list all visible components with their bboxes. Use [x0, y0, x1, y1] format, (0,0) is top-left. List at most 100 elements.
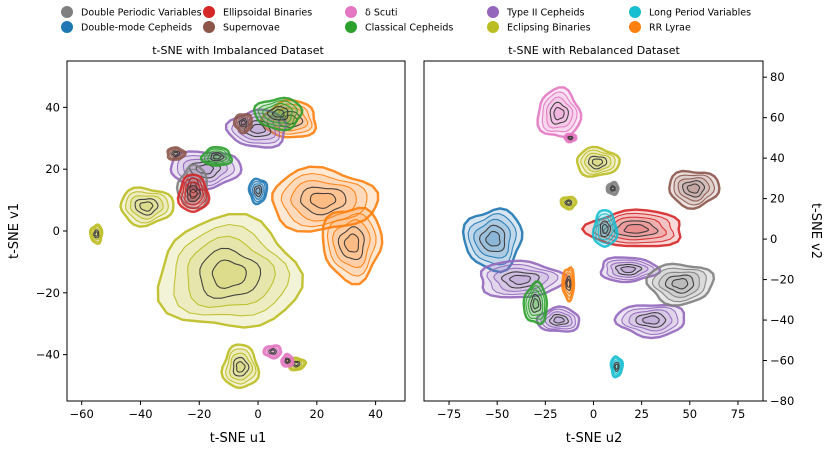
kde-contour-level	[213, 153, 222, 160]
kde-contour-level	[532, 297, 540, 310]
right-plot-area	[461, 86, 721, 379]
kde-cluster	[247, 177, 269, 206]
kde-cluster	[563, 132, 578, 144]
kde-contour-level	[610, 186, 615, 191]
kde-contour-level	[509, 274, 531, 285]
left-panel: t-SNE with Imbalanced Dataset −60 −40 −20 0…	[7, 44, 406, 446]
legend-label: Ellipsoidal Binaries	[223, 8, 312, 19]
kde-cluster	[252, 96, 304, 132]
kde-contour-level	[293, 361, 299, 367]
legend-label: Type II Cepheids	[506, 8, 585, 19]
kde-contour-level	[129, 195, 164, 220]
legend-label: RR Lyrae	[649, 23, 691, 34]
legend-label: Classical Cepheids	[365, 23, 453, 34]
legend-item: Supernovae	[203, 21, 280, 34]
kde-contour-level	[309, 192, 337, 209]
legend-label: Long Period Variables	[649, 8, 751, 19]
kde-cluster	[522, 280, 549, 326]
legend-label: Supernovae	[223, 23, 280, 34]
series--scuti	[536, 86, 583, 144]
right-panel-title: t-SNE with Rebalanced Dataset	[508, 44, 680, 57]
kde-cluster	[280, 352, 295, 368]
kde-contour-level	[614, 363, 619, 370]
y-tick-label: −20	[36, 286, 60, 300]
legend-label: Double-mode Cepheids	[81, 23, 192, 34]
kde-contour-level	[172, 151, 179, 156]
legend-marker	[61, 6, 73, 18]
kde-contour-level	[549, 313, 569, 326]
left-y-axis-label: t-SNE v1	[7, 203, 22, 259]
legend-item: Long Period Variables	[629, 6, 751, 19]
kde-contour-level	[565, 200, 571, 205]
legend-marker	[203, 6, 215, 18]
kde-cluster	[176, 173, 211, 214]
kde-contour-level	[620, 266, 637, 274]
y-tick-label: 20	[45, 162, 60, 176]
legend-marker	[487, 21, 499, 33]
legend-item: RR Lyrae	[629, 21, 691, 34]
y-tick-label: 20	[770, 192, 785, 206]
series--scuti	[262, 344, 295, 368]
kde-contour-level	[326, 212, 377, 277]
legend-item: Eclipsing Binaries	[487, 21, 591, 34]
x-tick-label: 75	[731, 407, 746, 421]
kde-contour-level	[235, 361, 246, 373]
kde-contour-level	[255, 187, 261, 195]
kde-contour-level	[139, 201, 154, 212]
kde-cluster	[479, 259, 570, 299]
kde-contour-level	[500, 271, 540, 289]
right-panel: t-SNE with Rebalanced Dataset −75 −50 −25 0…	[423, 44, 823, 446]
legend-marker	[487, 6, 499, 18]
legend-marker	[629, 6, 641, 18]
kde-contour-level	[94, 231, 99, 237]
legend-marker	[629, 21, 641, 33]
y-tick-label: −60	[770, 354, 794, 368]
x-tick-label: −25	[533, 407, 557, 421]
left-panel-title: t-SNE with Imbalanced Dataset	[152, 44, 324, 57]
x-tick-label: 50	[682, 407, 697, 421]
legend-item: δ Scuti	[345, 6, 397, 19]
y-tick-label: −40	[36, 348, 60, 362]
kde-contour-level	[549, 101, 569, 125]
series-double-mode-cepheids	[461, 207, 524, 274]
kde-contour-level	[601, 223, 609, 234]
kde-contour-level	[485, 230, 501, 247]
kde-contour-level	[635, 312, 667, 328]
kde-contour-level	[211, 259, 247, 289]
kde-contour-level	[199, 247, 262, 299]
y-tick-label: 60	[770, 111, 785, 125]
legend-item: Double-mode Cepheids	[61, 21, 192, 34]
y-tick-label: −80	[770, 394, 794, 408]
x-tick-label: −60	[70, 407, 94, 421]
legend-item: Ellipsoidal Binaries	[203, 6, 312, 19]
kde-contour-level	[553, 316, 565, 324]
kde-cluster	[88, 223, 104, 246]
y-tick-label: 0	[770, 232, 777, 246]
left-axis-ticks: −60 −40 −20 0 20 40 −40 −20 0 20 40	[36, 100, 383, 421]
kde-contour-level	[623, 223, 650, 234]
y-tick-label: 40	[45, 100, 60, 114]
kde-contour-level	[553, 106, 565, 121]
x-tick-label: 0	[590, 407, 597, 421]
series-double-periodic-variables	[605, 180, 716, 307]
legend-marker	[345, 6, 357, 18]
kde-cluster	[156, 213, 304, 329]
kde-cluster	[166, 146, 187, 161]
legend: Double Periodic Variables Double-mode Cep…	[61, 6, 751, 34]
kde-cluster	[199, 146, 234, 167]
y-tick-label: 80	[770, 70, 785, 84]
left-plot-area	[88, 96, 384, 390]
kde-cluster	[599, 256, 662, 284]
y-tick-label: 0	[53, 224, 60, 238]
kde-cluster	[321, 206, 384, 286]
kde-contour-level	[681, 180, 706, 198]
right-axis-ticks: −75 −50 −25 0 25 50 75 −80 −60 −40 −20 0 20 40 60 80	[437, 70, 794, 421]
y-tick-label: 40	[770, 151, 785, 165]
legend-label: Double Periodic Variables	[81, 8, 202, 19]
series-rr-lyrae	[561, 266, 576, 303]
kde-contour-level	[686, 183, 701, 194]
right-y-axis-label: t-SNE v2	[808, 203, 823, 259]
kde-contour-level	[580, 208, 682, 248]
legend-item: Double Periodic Variables	[61, 6, 202, 19]
